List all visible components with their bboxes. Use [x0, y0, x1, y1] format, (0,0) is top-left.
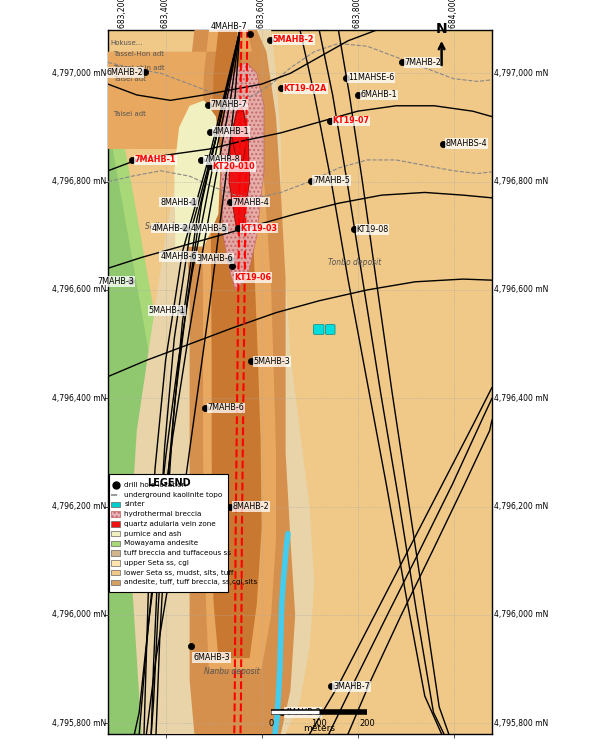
- Text: 5MAHB-1: 5MAHB-1: [149, 306, 185, 315]
- Text: 4,796,800 mN: 4,796,800 mN: [52, 177, 106, 186]
- Text: 8MAHB-2: 8MAHB-2: [232, 502, 269, 511]
- Text: 4,796,000 mN: 4,796,000 mN: [52, 610, 106, 619]
- Text: Tonbo deposit: Tonbo deposit: [328, 258, 381, 267]
- Text: 11MAHSE-6: 11MAHSE-6: [348, 73, 394, 82]
- Text: 7MAHB-7: 7MAHB-7: [211, 100, 247, 109]
- Text: 7MAHB-2: 7MAHB-2: [404, 58, 441, 67]
- Text: Mowayama andesite: Mowayama andesite: [124, 540, 199, 546]
- Bar: [112, 502, 120, 507]
- Text: 4,796,800 mN: 4,796,800 mN: [494, 177, 548, 186]
- Text: 683,400 mE: 683,400 mE: [161, 0, 170, 28]
- Text: KT19-06: KT19-06: [235, 273, 271, 282]
- Text: 684,000 mE: 684,000 mE: [449, 0, 458, 28]
- Polygon shape: [108, 117, 204, 734]
- Text: 4,796,000 mN: 4,796,000 mN: [494, 610, 548, 619]
- FancyBboxPatch shape: [325, 324, 335, 334]
- Polygon shape: [232, 111, 247, 160]
- Text: hydrothermal breccia: hydrothermal breccia: [124, 511, 202, 517]
- FancyBboxPatch shape: [313, 324, 324, 334]
- Text: Tassel-Hon adt: Tassel-Hon adt: [113, 52, 164, 58]
- Text: Tassel-shin adt: Tassel-shin adt: [113, 65, 164, 71]
- Text: quartz adularia vein zone: quartz adularia vein zone: [124, 521, 216, 527]
- Text: 683,200 mE: 683,200 mE: [118, 0, 127, 28]
- Text: 4MAHB-5: 4MAHB-5: [190, 224, 227, 233]
- Bar: [112, 580, 120, 585]
- Text: drill hole location: drill hole location: [124, 482, 187, 488]
- Polygon shape: [185, 30, 295, 734]
- Text: N: N: [436, 22, 448, 36]
- Polygon shape: [0, 30, 276, 669]
- Bar: [112, 531, 120, 536]
- Text: KT19-03: KT19-03: [241, 224, 278, 233]
- Bar: [112, 521, 120, 527]
- Text: Seibu deposit: Seibu deposit: [145, 222, 197, 231]
- Bar: [112, 551, 120, 556]
- Text: 6MAHB-3: 6MAHB-3: [193, 653, 230, 662]
- Text: 4MAHB-2: 4MAHB-2: [152, 224, 188, 233]
- Text: 4MAHB-3: 4MAHB-3: [284, 708, 321, 717]
- Text: 4MAHB-6: 4MAHB-6: [160, 252, 197, 261]
- Bar: [112, 570, 120, 575]
- Polygon shape: [108, 84, 218, 734]
- Text: 4,796,600 mN: 4,796,600 mN: [52, 285, 106, 294]
- Polygon shape: [174, 100, 221, 246]
- Text: pumice and ash: pumice and ash: [124, 530, 182, 536]
- Polygon shape: [108, 30, 492, 734]
- Text: meters: meters: [303, 724, 335, 733]
- Text: LEGEND: LEGEND: [146, 478, 190, 488]
- Text: 5MAHB-2: 5MAHB-2: [273, 35, 314, 44]
- Text: 3MAHB-7: 3MAHB-7: [333, 682, 370, 691]
- Text: 4,797,000 mN: 4,797,000 mN: [52, 69, 106, 78]
- Text: KT19-08: KT19-08: [356, 225, 389, 234]
- Text: underground kaolinite topo: underground kaolinite topo: [124, 491, 223, 497]
- Text: 4,797,000 mN: 4,797,000 mN: [494, 69, 548, 78]
- Text: 4,796,400 mN: 4,796,400 mN: [52, 394, 106, 403]
- Text: 4MAHB-7: 4MAHB-7: [210, 22, 247, 31]
- Text: 7MAHB-5: 7MAHB-5: [313, 176, 350, 185]
- Bar: [112, 541, 120, 546]
- Polygon shape: [132, 30, 314, 734]
- Text: Taisei adt: Taisei adt: [113, 76, 146, 82]
- Text: lower Seta ss, mudst, slts, tuff: lower Seta ss, mudst, slts, tuff: [124, 570, 233, 576]
- Text: KT19-07: KT19-07: [332, 116, 370, 125]
- Polygon shape: [221, 62, 264, 290]
- Bar: [112, 560, 120, 565]
- Bar: [112, 512, 120, 517]
- Polygon shape: [211, 30, 262, 658]
- Text: 6MAHB-1: 6MAHB-1: [361, 91, 397, 100]
- Text: 7MAHB-8: 7MAHB-8: [203, 156, 241, 165]
- Text: 4,796,400 mN: 4,796,400 mN: [494, 394, 548, 403]
- Text: 4,795,800 mN: 4,795,800 mN: [52, 719, 106, 728]
- Text: 100: 100: [311, 719, 327, 728]
- Text: 5MAHB-3: 5MAHB-3: [254, 357, 290, 366]
- Text: 4,796,200 mN: 4,796,200 mN: [52, 502, 106, 511]
- Text: sinter: sinter: [124, 501, 145, 507]
- Text: KT20-010: KT20-010: [212, 162, 255, 171]
- Polygon shape: [229, 106, 250, 231]
- Text: 8MAHBS-4: 8MAHBS-4: [446, 139, 487, 148]
- Text: 7MAHB-3: 7MAHB-3: [98, 276, 134, 286]
- Text: Taisei adt: Taisei adt: [113, 111, 146, 117]
- Text: 4,796,200 mN: 4,796,200 mN: [494, 502, 548, 511]
- Text: 7MAHB-6: 7MAHB-6: [208, 404, 244, 413]
- Text: 4,795,800 mN: 4,795,800 mN: [494, 719, 548, 728]
- Text: tuff breccia and tuffaceous ss: tuff breccia and tuffaceous ss: [124, 550, 232, 556]
- Text: 200: 200: [359, 719, 375, 728]
- Text: 4,796,600 mN: 4,796,600 mN: [494, 285, 548, 294]
- Bar: [109, 474, 228, 592]
- Text: 4MAHB-1: 4MAHB-1: [212, 127, 249, 136]
- Text: 3MAHB-6: 3MAHB-6: [197, 254, 233, 263]
- Text: Nanbu deposit: Nanbu deposit: [204, 667, 260, 676]
- Text: andesite, tuff, tuff breccia, ss,cgl,slts: andesite, tuff, tuff breccia, ss,cgl,slt…: [124, 580, 257, 586]
- Text: upper Seta ss, cgl: upper Seta ss, cgl: [124, 560, 189, 566]
- Text: Hokuse...: Hokuse...: [110, 40, 143, 46]
- Text: 7MAHB-4: 7MAHB-4: [232, 198, 269, 207]
- Text: 683,800 mE: 683,800 mE: [353, 0, 362, 28]
- Text: 8MAHB-1: 8MAHB-1: [160, 198, 197, 207]
- Text: 0: 0: [269, 719, 274, 728]
- Text: 7MAHB-1: 7MAHB-1: [134, 156, 176, 165]
- Text: 6MAHB-2: 6MAHB-2: [106, 67, 143, 76]
- Text: KT19-02A: KT19-02A: [283, 84, 327, 93]
- Text: 683,600 mE: 683,600 mE: [257, 0, 266, 28]
